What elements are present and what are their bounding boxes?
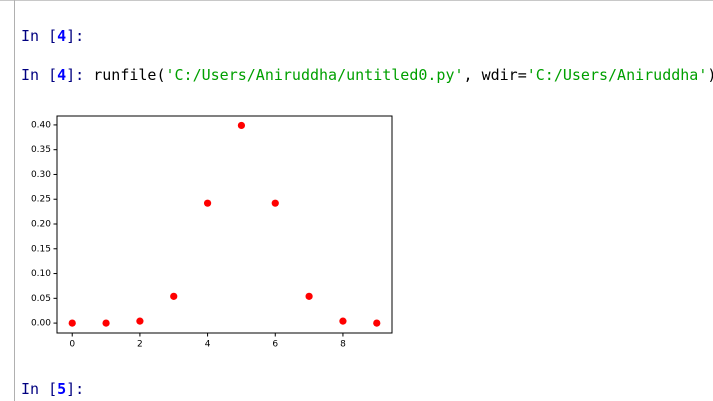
chart: 0.00 0.05 0.10 0.15 0.20 0.25 0.30 0.35 0.40 0 2 4 6… bbox=[31, 120, 381, 350]
point bbox=[136, 317, 144, 325]
console-line: In [4]: bbox=[21, 27, 84, 45]
console-line: In [4]: runfile('C:/Users/Aniruddha/unti… bbox=[21, 66, 713, 84]
x-tick-label: 2 bbox=[137, 340, 143, 350]
point bbox=[203, 199, 212, 207]
point bbox=[102, 319, 110, 327]
code-token: ]: bbox=[66, 380, 84, 398]
code-token: ]: bbox=[66, 27, 84, 45]
point bbox=[68, 319, 76, 327]
code-token: 'C:/Users/Aniruddha' bbox=[527, 66, 708, 84]
x-tick-label: 6 bbox=[272, 340, 278, 350]
point bbox=[271, 199, 279, 207]
y-tick-label: 0.30 bbox=[31, 170, 51, 180]
point bbox=[373, 319, 381, 327]
y-tick-label: 0.05 bbox=[31, 294, 51, 304]
y-tick-label: 0.20 bbox=[31, 220, 51, 230]
y-tick-label: 0.40 bbox=[31, 120, 51, 130]
code-token: runfile( bbox=[84, 66, 165, 84]
point bbox=[305, 292, 313, 300]
prompt-number: 4 bbox=[57, 27, 66, 45]
prompt-number: 5 bbox=[57, 380, 66, 398]
y-tick-label: 0.25 bbox=[31, 195, 51, 205]
code-token: In [ bbox=[21, 66, 57, 84]
code-token: , wdir= bbox=[464, 66, 527, 84]
code-token: In [ bbox=[21, 27, 57, 45]
y-tick-label: 0.00 bbox=[31, 319, 51, 329]
console-lines: In [4]:In [4]: runfile('C:/Users/Anirudd… bbox=[21, 27, 713, 398]
point bbox=[237, 121, 246, 130]
prompt-number: 4 bbox=[57, 66, 66, 84]
console-line: In [5]: bbox=[21, 380, 84, 398]
axes-frame bbox=[56, 115, 393, 334]
y-tick-label: 0.35 bbox=[31, 145, 51, 155]
point bbox=[339, 317, 347, 325]
x-tick-label: 0 bbox=[69, 340, 75, 350]
code-token: 'C:/Users/Aniruddha/untitled0.py' bbox=[166, 66, 464, 84]
x-tick-label: 4 bbox=[205, 340, 211, 350]
code-token: ) bbox=[707, 66, 713, 84]
point bbox=[170, 292, 178, 300]
code-token: ]: bbox=[66, 66, 84, 84]
y-tick-label: 0.15 bbox=[31, 244, 51, 254]
code-token: In [ bbox=[21, 380, 57, 398]
y-tick-label: 0.10 bbox=[31, 269, 51, 279]
x-tick-label: 8 bbox=[340, 340, 346, 350]
